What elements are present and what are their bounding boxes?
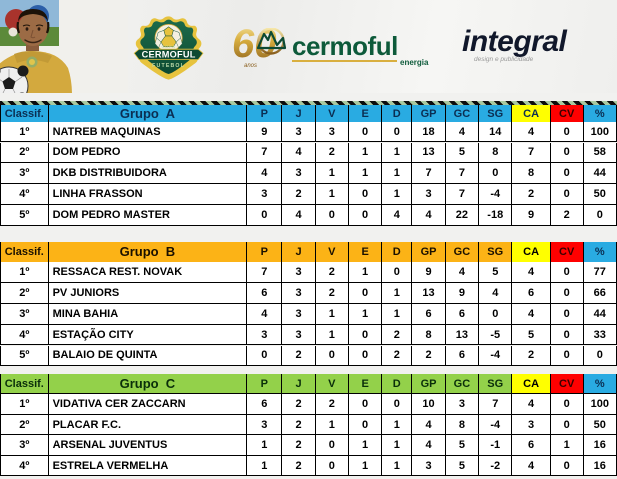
svg-text:cermoful: cermoful (292, 31, 398, 61)
svg-text:CERMOFUL: CERMOFUL (142, 50, 196, 60)
svg-text:anos: anos (244, 63, 257, 69)
svg-text:energia: energia (400, 58, 429, 67)
svg-text:integral: integral (462, 28, 568, 58)
svg-text:design e publicidade: design e publicidade (474, 56, 534, 63)
svg-text:COPA: COPA (161, 44, 175, 49)
svg-text:FUTEBOL: FUTEBOL (152, 63, 185, 69)
